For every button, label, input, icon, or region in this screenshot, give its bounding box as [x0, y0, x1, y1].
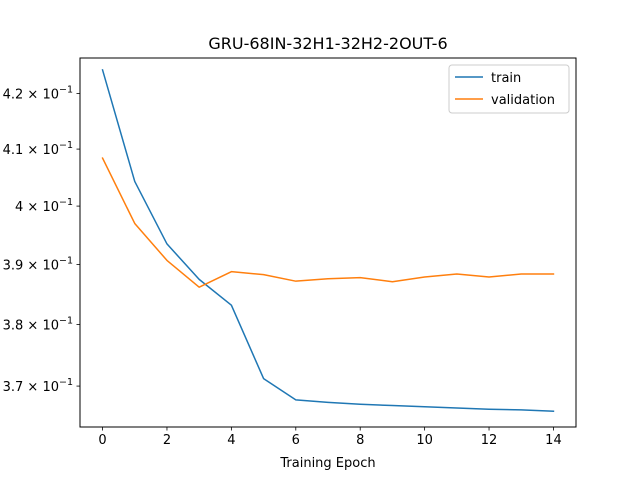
chart-title: GRU-68IN-32H1-32H2-2OUT-6: [208, 34, 447, 53]
y-tick-mantissa: 4: [15, 200, 23, 215]
x-tick-label: 2: [163, 433, 171, 448]
y-tick-label: 3.9 × 10−1: [3, 256, 73, 274]
x-tick-label: 4: [227, 433, 235, 448]
y-tick-exponent: −1: [59, 84, 73, 95]
y-tick-label: 3.8 × 10−1: [3, 316, 73, 334]
y-tick-mantissa: 3.8: [3, 319, 24, 334]
y-tick-base: × 10: [23, 87, 59, 102]
series-line-train: [101, 69, 555, 412]
y-tick-base: × 10: [23, 143, 59, 158]
y-tick-base: × 10: [23, 259, 59, 274]
x-tick-label: 12: [481, 433, 498, 448]
legend-label-validation: validation: [491, 93, 555, 108]
y-tick-exponent: −1: [59, 256, 73, 267]
plot-frame: [79, 57, 577, 428]
y-tick-base: × 10: [23, 319, 59, 334]
y-tick-base: × 10: [23, 200, 59, 215]
y-tick-exponent: −1: [59, 377, 73, 388]
y-tick-mantissa: 3.7: [3, 380, 24, 395]
plot-lines: [101, 69, 555, 412]
x-axis-label: Training Epoch: [279, 456, 375, 471]
x-tick-label: 6: [292, 433, 300, 448]
y-tick-label: 4.2 × 10−1: [3, 84, 73, 102]
y-tick-label: 4.1 × 10−1: [3, 140, 73, 158]
legend-label-train: train: [491, 71, 521, 86]
y-tick-mantissa: 4.1: [3, 143, 24, 158]
y-tick-mantissa: 3.9: [3, 259, 24, 274]
x-tick-label: 14: [545, 433, 562, 448]
y-tick-base: × 10: [23, 380, 59, 395]
x-tick-label: 8: [356, 433, 364, 448]
y-tick-label: 4 × 10−1: [15, 197, 73, 215]
x-tick-label: 10: [416, 433, 433, 448]
y-axis-ticks: 3.7 × 10−13.8 × 10−13.9 × 10−14 × 10−14.…: [3, 84, 80, 395]
y-tick-label: 3.7 × 10−1: [3, 377, 73, 395]
x-tick-label: 0: [98, 433, 106, 448]
series-line-validation: [101, 157, 555, 288]
x-axis-ticks: 0 2 4 6 8 10 12 14: [98, 427, 562, 448]
y-tick-exponent: −1: [59, 197, 73, 208]
legend: train validation: [448, 64, 570, 114]
y-tick-exponent: −1: [59, 140, 73, 151]
y-tick-exponent: −1: [59, 316, 73, 327]
y-tick-mantissa: 4.2: [3, 87, 24, 102]
